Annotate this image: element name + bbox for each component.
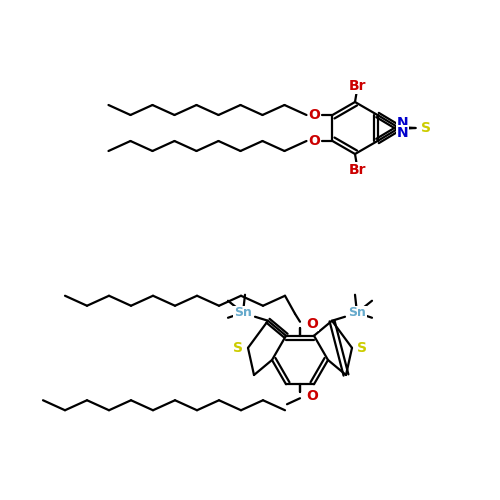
Text: O: O: [308, 108, 320, 122]
Text: O: O: [308, 134, 320, 148]
Text: N: N: [396, 116, 408, 130]
Text: S: S: [357, 341, 367, 355]
Text: N: N: [396, 126, 408, 140]
Text: S: S: [233, 341, 243, 355]
Text: Br: Br: [348, 163, 366, 177]
Text: Br: Br: [348, 79, 366, 93]
Text: Sn: Sn: [234, 306, 252, 320]
Text: S: S: [420, 121, 430, 135]
Text: Sn: Sn: [348, 306, 366, 320]
Text: O: O: [306, 317, 318, 331]
Text: O: O: [306, 389, 318, 403]
